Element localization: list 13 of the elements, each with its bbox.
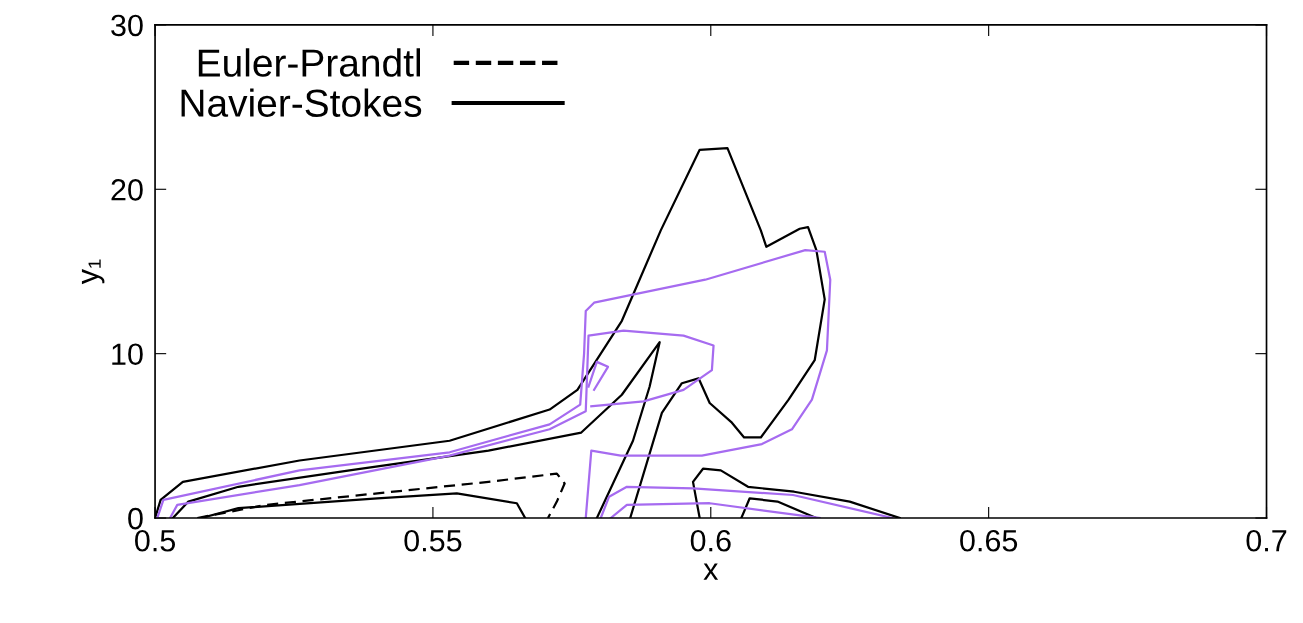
x-tick-label: 0.6 [690,529,731,552]
x-tick-label: 0.5 [135,529,176,552]
y-tick-label: 30 [111,14,143,37]
y-tick-label: 20 [111,179,143,201]
x-tick-label: 0.7 [1246,529,1287,552]
y-axis-title: y₁ [81,259,105,285]
y-tick-label: 10 [112,343,143,366]
legend-label: Navier-Stokes [181,88,422,117]
y-tick-label: 0 [128,507,143,530]
x-axis-title: x [703,563,719,580]
x-tick-label: 0.55 [404,529,462,552]
legend-label: Euler-Prandtl [198,48,421,77]
x-tick-label: 0.65 [960,529,1018,552]
